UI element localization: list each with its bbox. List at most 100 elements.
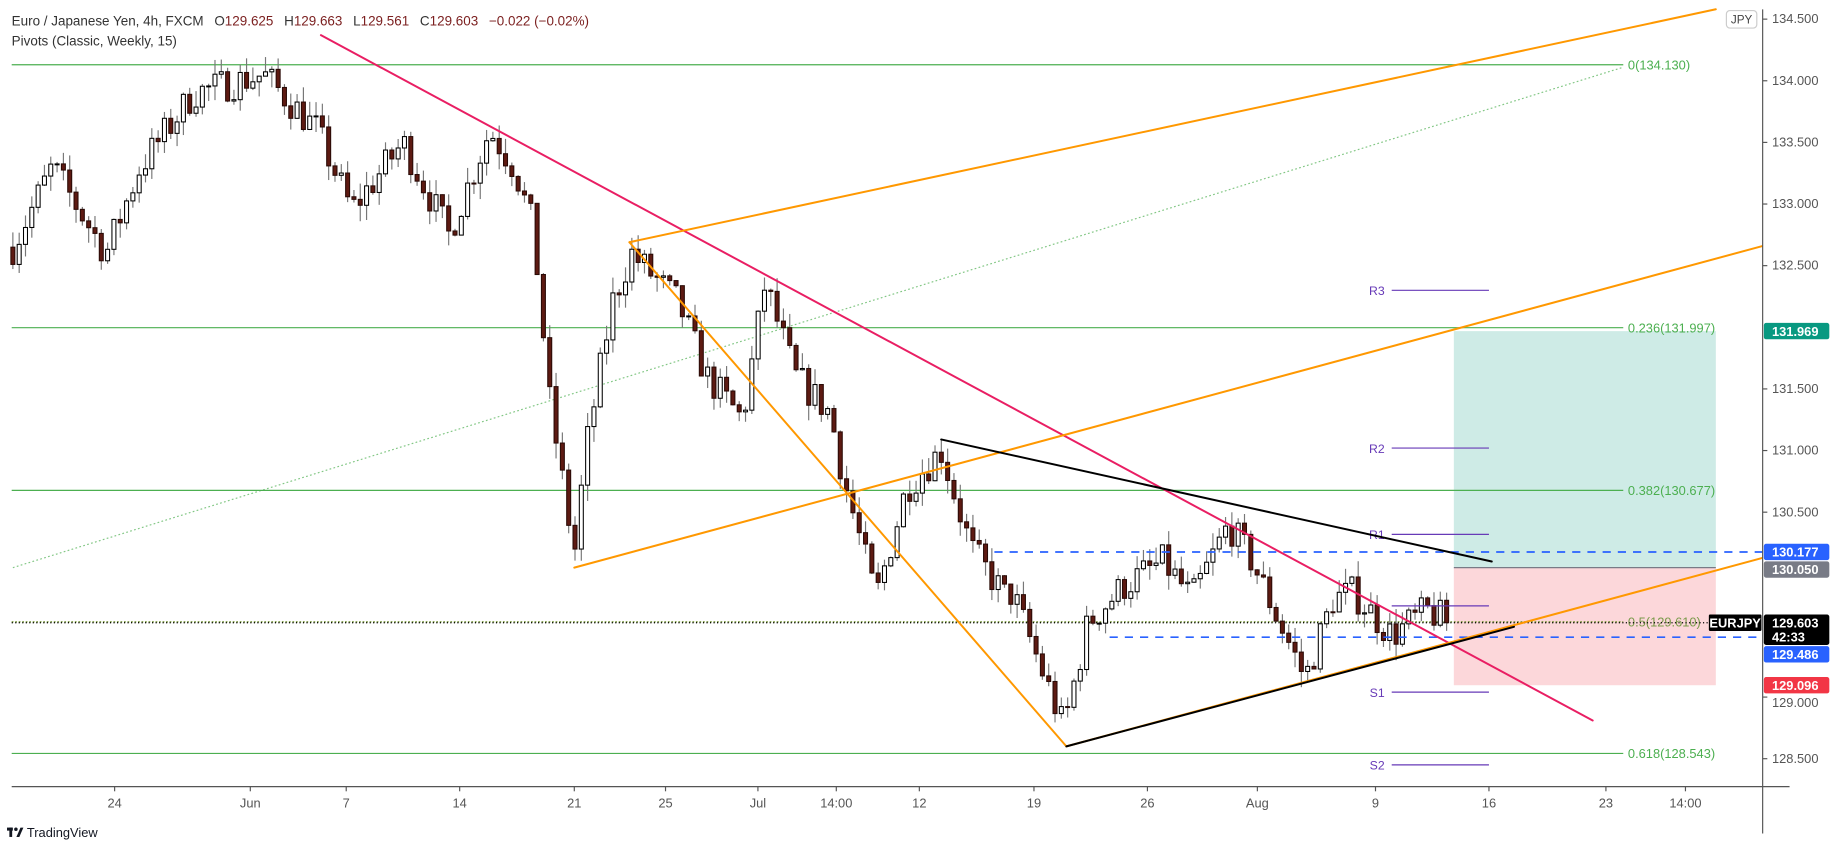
candle-body-down [837,431,843,480]
candle [1241,514,1248,545]
candle-body-down [907,493,913,502]
candle-body-down [964,521,970,529]
price-tag[interactable]: 130.050 [1763,561,1830,578]
symbol-title[interactable]: Euro / Japanese Yen, 4h, FXCM [12,14,204,29]
fib-trend-line[interactable] [12,66,1624,569]
candle [124,198,130,230]
candle [484,129,490,176]
candle [130,186,136,208]
candle [395,138,401,168]
candle-body-up [932,451,938,482]
candle-body-up [1191,578,1197,583]
candle [187,87,193,116]
price-axis[interactable]: 134.500 134.000 133.500 133.000 132.500 131.9… [1762,0,1834,851]
candle-body-down [1425,597,1431,607]
candle [1008,583,1014,614]
candle [799,353,805,371]
candle-body-down [319,115,325,128]
candle-body-up [894,526,900,559]
candle [1210,533,1216,576]
candle [439,194,445,219]
candle-body-up [1336,591,1342,613]
candle-body-down [1330,611,1336,614]
candle [313,102,319,133]
candle-body-down [1121,579,1128,599]
candle-body-up [1418,597,1424,613]
candle-body-up [686,315,692,318]
candle [534,202,540,276]
indicator-legend[interactable]: Pivots (Classic, Weekly, 15) [12,34,177,49]
candle [1248,530,1254,577]
price-tag-value: 129.486 [1772,647,1818,662]
currency-badge[interactable]: JPY [1725,9,1758,29]
trend-line[interactable] [319,34,1594,722]
drawings[interactable]: R3R2R1S1S2EURJPY [319,8,1764,773]
candle-body-down [1039,653,1045,677]
price-tag-value: 130.050 [1772,562,1818,577]
price-tag[interactable]: 130.177 [1763,543,1830,561]
candle-body-up [1071,680,1077,708]
pivot-label: R2 [1369,442,1385,456]
price-tag-value: 131.969 [1772,324,1818,339]
position-profit-zone[interactable] [1453,331,1716,568]
trend-line[interactable] [628,8,1717,244]
candle [364,171,370,221]
candle-body-down [67,169,73,193]
candle-body-down [970,527,976,542]
candle-body-down [926,473,932,482]
candle-body-down [1286,632,1292,643]
candle [983,538,989,576]
candle-body-down [345,172,351,198]
candle [79,206,85,226]
candle-body-down [521,190,527,196]
last-price-tag-background [1763,614,1830,645]
trend-line[interactable] [628,241,1068,748]
candle [711,361,717,410]
candle [1425,596,1431,609]
candle-body-up [1368,604,1374,614]
candle [932,445,938,482]
candle-body-down [288,105,294,119]
position-loss-zone[interactable] [1453,567,1716,686]
candle-body-up [130,192,136,202]
candle-body-down [414,174,420,182]
trend-line[interactable] [1065,625,1516,748]
symbol-label[interactable]: EURJPY [1708,614,1762,631]
candle [1140,549,1146,571]
candle-body-down [1279,620,1285,634]
candle [1147,549,1153,580]
price-tag[interactable]: 129.096 [1763,677,1830,694]
candle-body-down [98,232,104,262]
tradingview-logo[interactable]: TradingView [7,825,98,840]
candle-body-up [825,408,831,415]
candle [578,475,584,561]
candle-body-up [1058,706,1064,715]
candle-body-up [1387,623,1393,641]
candle-body-down [471,182,477,185]
time-axis[interactable]: 24 Jun 7 14 21 25 Jul 14:00 12 19 26 Aug 9 16 23 14:00 [11,786,1790,811]
time-tick-label: 23 [1599,796,1613,811]
candle [1090,609,1096,626]
candle-body-up [597,352,603,408]
candle-body-up [307,115,313,130]
candle [433,180,439,222]
candle [288,93,294,130]
candle [1153,547,1159,571]
candle [22,215,29,257]
trend-line[interactable] [573,244,1764,569]
currency-label: JPY [1731,13,1753,26]
candle-body-up [755,310,761,360]
candle-body-up [193,106,199,114]
candle [48,156,54,191]
candle [559,432,565,480]
price-tag[interactable]: 129.486 [1763,646,1830,663]
candle-body-up [591,406,597,428]
candle-body-up [149,137,155,170]
price-tag[interactable]: 131.969 [1763,322,1830,340]
candle [572,516,578,561]
candle-body-up [1134,568,1140,593]
candle-body-down [496,137,502,155]
trend-line[interactable] [940,438,1493,563]
